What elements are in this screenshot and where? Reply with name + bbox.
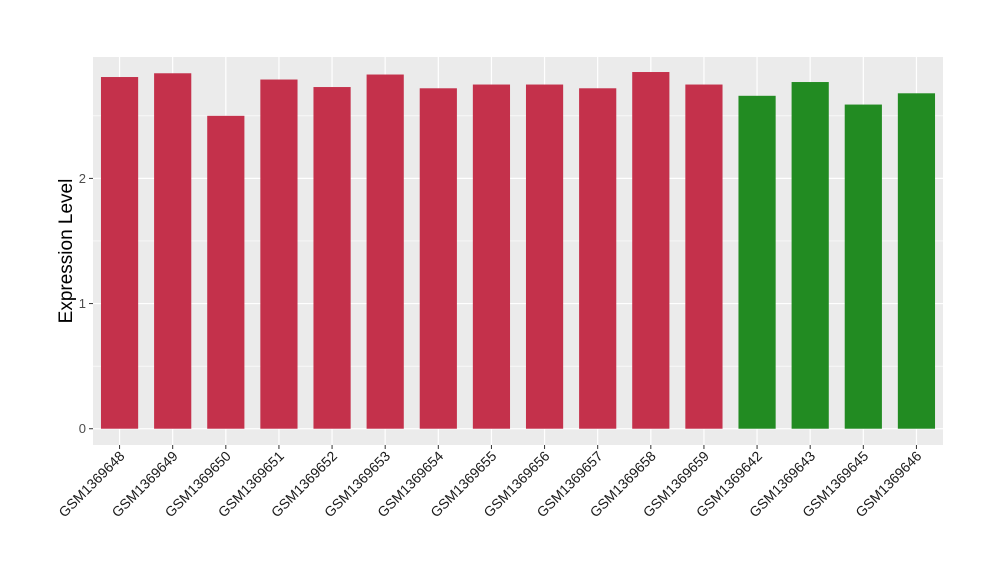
bar-gsm1369650 [207,115,245,429]
bar-gsm1369655 [472,84,511,429]
bar-gsm1369642 [738,95,776,429]
y-tick-label: 1 [79,296,86,311]
bar-gsm1369653 [366,74,404,429]
bar-gsm1369649 [154,73,192,429]
bar-gsm1369654 [419,88,457,429]
bars [100,72,936,429]
bar-gsm1369657 [579,88,617,429]
bar-gsm1369646 [897,93,936,429]
bar-gsm1369658 [632,72,670,429]
bar-gsm1369645 [844,104,882,429]
bar-gsm1369643 [791,82,829,429]
y-tick-label: 0 [79,421,86,436]
bar-gsm1369652 [313,87,351,429]
y-axis-title: Expression Level [56,179,77,324]
y-tick-label: 2 [79,171,86,186]
y-axis: 0 1 2 [79,171,93,436]
bar-gsm1369651 [260,79,298,429]
bar-gsm1369659 [685,84,723,429]
x-axis: GSM1369648GSM1369649GSM1369650GSM1369651… [55,445,925,520]
bar-gsm1369648 [100,77,139,429]
bar-gsm1369656 [525,84,564,429]
